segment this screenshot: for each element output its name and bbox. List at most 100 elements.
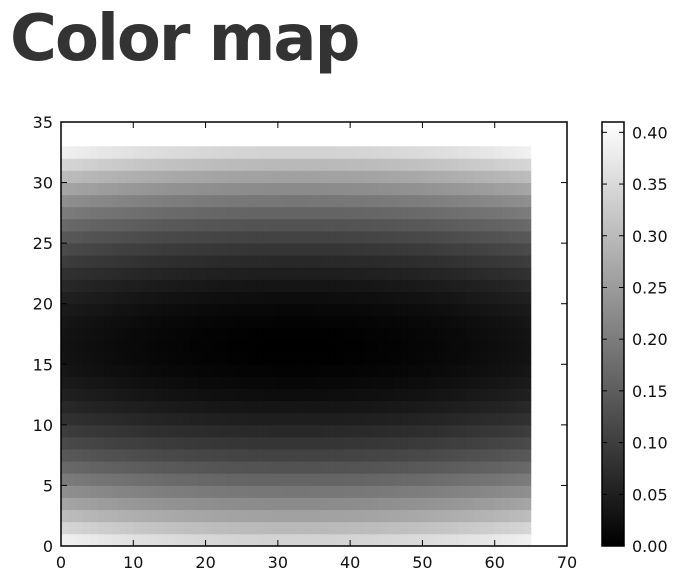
heatmap-cell (465, 303, 474, 317)
heatmap-cell (176, 340, 185, 353)
heatmap-cell (89, 497, 98, 511)
heatmap-cell (154, 485, 163, 498)
heatmap-cell (321, 509, 329, 523)
heatmap-cell (162, 449, 170, 462)
heatmap-cell (321, 436, 329, 450)
heatmap-cell (147, 231, 156, 244)
heatmap-cell (335, 315, 344, 329)
heatmap-cell (270, 206, 279, 220)
heatmap-cell (263, 218, 272, 232)
heatmap-cell (111, 243, 120, 256)
heatmap-cell (263, 255, 272, 268)
heatmap-cell (335, 352, 344, 365)
heatmap-cell (379, 255, 387, 268)
heatmap-cell (480, 267, 488, 280)
heatmap-cell (480, 509, 488, 523)
heatmap-cell (183, 449, 192, 462)
heatmap-cell (104, 364, 112, 377)
heatmap-cell (205, 509, 214, 523)
heatmap-cell (234, 473, 243, 486)
heatmap-cell (133, 243, 141, 256)
heatmap-cell (393, 279, 402, 292)
heatmap-cell (263, 340, 272, 353)
heatmap-cell (328, 182, 337, 196)
heatmap-cell (473, 267, 481, 280)
heatmap-cell (494, 327, 503, 341)
colorbar-tick-label: 0.15 (632, 382, 668, 401)
heatmap-cell (444, 279, 452, 292)
heatmap-cell (400, 461, 409, 474)
heatmap-cell (451, 424, 459, 438)
heatmap-cell (494, 533, 503, 547)
heatmap-cell (429, 364, 438, 377)
heatmap-cell (451, 485, 459, 498)
heatmap-cell (379, 533, 387, 547)
heatmap-cell (379, 485, 387, 498)
heatmap-cell (386, 255, 394, 268)
heatmap-cell (248, 364, 257, 377)
heatmap-cell (436, 327, 445, 341)
heatmap-cell (248, 231, 257, 244)
heatmap-cell (436, 412, 445, 426)
heatmap-cell (523, 158, 532, 171)
heatmap-cell (241, 158, 250, 171)
heatmap-cell (183, 218, 192, 232)
heatmap-cell (169, 521, 178, 535)
heatmap-cell (429, 267, 438, 280)
heatmap-cell (328, 218, 337, 232)
heatmap-cell (75, 521, 84, 535)
heatmap-cell (111, 533, 120, 547)
heatmap-cell (321, 218, 329, 232)
heatmap-cell (364, 461, 373, 474)
heatmap-cell (328, 327, 337, 341)
heatmap-cell (198, 267, 206, 280)
heatmap-cell (364, 146, 373, 159)
heatmap-cell (104, 473, 112, 486)
heatmap-cell (89, 400, 98, 414)
heatmap-cell (415, 449, 423, 462)
heatmap-cell (97, 158, 105, 171)
heatmap-cell (191, 279, 199, 292)
heatmap-cell (314, 315, 322, 329)
heatmap-cell (458, 303, 467, 317)
heatmap-cell (292, 182, 300, 196)
heatmap-cell (75, 388, 84, 402)
heatmap-cell (487, 315, 496, 329)
heatmap-cell (357, 182, 365, 196)
heatmap-cell (248, 327, 257, 341)
heatmap-cell (205, 255, 214, 268)
heatmap-cell (285, 146, 293, 159)
heatmap-cell (169, 170, 178, 183)
y-tick-label: 30 (33, 174, 53, 193)
heatmap-cell (140, 170, 149, 183)
heatmap-cell (523, 473, 532, 486)
heatmap-cell (306, 352, 315, 365)
heatmap-cell (444, 170, 452, 183)
heatmap-cell (357, 206, 365, 220)
heatmap-cell (248, 255, 257, 268)
heatmap-cell (451, 364, 459, 377)
heatmap-cell (314, 218, 322, 232)
heatmap-cell (220, 279, 228, 292)
heatmap-cell (451, 436, 459, 450)
heatmap-cell (350, 279, 358, 292)
heatmap-cell (126, 315, 134, 329)
heatmap-cell (82, 436, 91, 450)
heatmap-cell (350, 400, 358, 414)
heatmap-cell (263, 400, 272, 414)
heatmap-cell (429, 497, 438, 511)
heatmap-cell (306, 400, 315, 414)
heatmap-cell (335, 243, 344, 256)
heatmap-cell (314, 388, 322, 402)
heatmap-cell (176, 412, 185, 426)
heatmap-cell (133, 194, 141, 208)
heatmap-cell (444, 291, 452, 305)
heatmap-cell (104, 267, 112, 280)
heatmap-cell (292, 255, 300, 268)
heatmap-cell (357, 473, 365, 486)
heatmap-cell (422, 497, 431, 511)
heatmap-cell (516, 424, 525, 438)
heatmap-cell (335, 291, 344, 305)
heatmap-cell (350, 303, 358, 317)
heatmap-cell (183, 473, 192, 486)
